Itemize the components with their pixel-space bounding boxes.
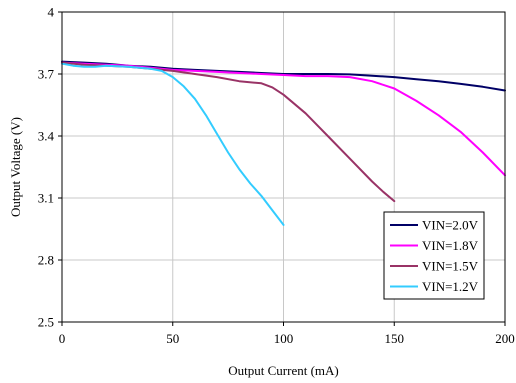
y-tick-label: 2.5 [38,315,54,330]
legend-label: VIN=2.0V [422,218,479,233]
series-line-vin-1-8v [61,61,506,177]
series-lines [61,60,506,226]
x-tick-label: 0 [59,331,66,346]
x-tick-label: 50 [166,331,179,346]
y-tick-label: 2.8 [38,253,54,268]
legend-label: VIN=1.2V [422,279,479,294]
y-tick-label: 3.7 [38,67,55,82]
series-line-vin-1-5v [61,61,396,203]
legend-box [383,211,485,300]
x-tick-label: 100 [274,331,294,346]
y-tick-label: 3.1 [38,191,54,206]
legend: VIN=2.0V VIN=1.8V VIN=1.5V VIN=1.2V [383,211,485,300]
x-tick-label: 150 [385,331,405,346]
x-axis-title: Output Current (mA) [228,363,338,378]
tick-labels: 0 50 100 150 200 2.5 2.8 3.1 3.4 3.7 4 [38,5,515,347]
legend-label: VIN=1.5V [422,259,479,274]
series-line-vin-1-2v [61,62,285,226]
y-tick-label: 3.4 [38,129,55,144]
legend-label: VIN=1.8V [422,238,479,253]
x-tick-label: 200 [495,331,515,346]
y-axis-title: Output Voltage (V) [8,117,23,217]
y-tick-label: 4 [48,5,55,20]
